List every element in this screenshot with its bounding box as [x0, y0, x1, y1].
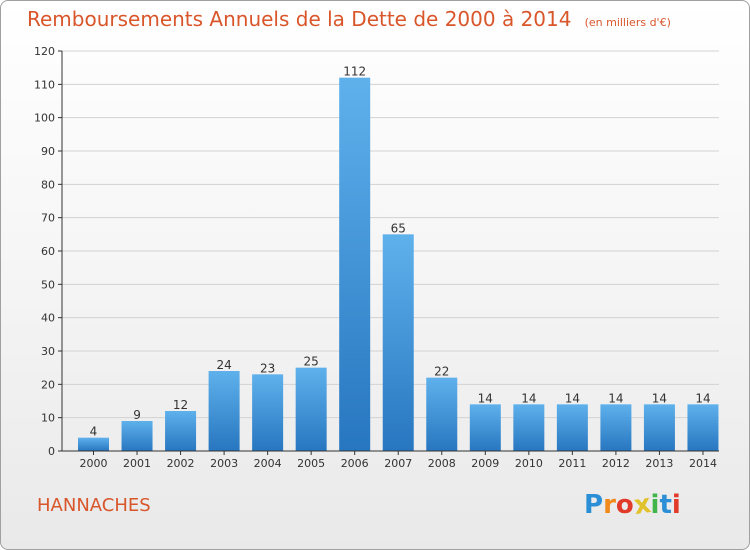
- y-tick-label: 90: [41, 145, 55, 158]
- x-tick-label: 2009: [471, 457, 499, 470]
- data-label: 23: [260, 361, 275, 375]
- bar-2002: [165, 411, 197, 451]
- logo-letter: x: [631, 488, 653, 522]
- data-label: 25: [304, 355, 319, 369]
- axis-layer: 0 10 20 30 40 50 60 70 80 90 100 110 120 2000 2001 2002…: [34, 45, 719, 470]
- x-tick-label: 2003: [210, 457, 238, 470]
- y-tick-label: 60: [41, 245, 55, 258]
- y-tick-label: 70: [41, 212, 55, 225]
- y-tick-label: 110: [34, 78, 55, 91]
- x-tick-label: 2005: [297, 457, 325, 470]
- bar-2000: [78, 437, 109, 451]
- bar-2008: [426, 377, 458, 451]
- x-tick-label: 2000: [80, 457, 108, 470]
- bar-2011: [556, 404, 588, 451]
- y-tick-label: 40: [41, 312, 55, 325]
- title-row: Remboursements Annuels de la Dette de 20…: [27, 7, 671, 31]
- x-tick-label: 2004: [254, 457, 282, 470]
- logo-letter: i: [671, 490, 681, 520]
- bar-2001: [121, 421, 153, 451]
- bar-2005: [295, 367, 327, 451]
- logo-letter: t: [659, 490, 672, 520]
- data-label: 65: [391, 221, 406, 235]
- data-label: 14: [521, 391, 536, 405]
- bar-2012: [600, 404, 632, 451]
- data-label: 4: [90, 425, 98, 439]
- bar-2014: [687, 404, 719, 451]
- x-tick-label: 2010: [515, 457, 543, 470]
- data-label: 22: [434, 365, 449, 379]
- x-tick-label: 2014: [689, 457, 717, 470]
- y-tick-label: 100: [34, 112, 55, 125]
- bar-2010: [513, 404, 545, 451]
- bar-2003: [208, 371, 240, 451]
- x-tick-label: 2011: [558, 457, 586, 470]
- data-label: 112: [343, 65, 366, 79]
- logo-letter: i: [650, 490, 660, 520]
- chart-title: Remboursements Annuels de la Dette de 20…: [27, 7, 572, 31]
- data-label: 24: [216, 358, 231, 372]
- bar-2004: [252, 374, 284, 451]
- logo-letter: o: [615, 490, 634, 520]
- x-tick-label: 2008: [428, 457, 456, 470]
- data-label: 14: [608, 391, 623, 405]
- x-tick-label: 2007: [384, 457, 412, 470]
- data-label: 12: [173, 398, 188, 412]
- bar-2013: [643, 404, 675, 451]
- logo-letter: P: [584, 490, 604, 520]
- y-tick-label: 80: [41, 178, 55, 191]
- y-tick-label: 50: [41, 278, 55, 291]
- y-tick-label: 0: [48, 445, 55, 458]
- data-label: 14: [695, 391, 710, 405]
- x-tick-label: 2002: [167, 457, 195, 470]
- place-name: HANNACHES: [37, 495, 151, 516]
- data-label: 14: [565, 391, 580, 405]
- bar-2006: [339, 77, 371, 452]
- chart-subtitle: (en milliers d'€): [584, 16, 671, 29]
- x-tick-label: 2012: [602, 457, 630, 470]
- data-label: 14: [478, 391, 493, 405]
- bar-2007: [382, 234, 414, 451]
- x-tick-label: 2013: [645, 457, 673, 470]
- data-label: 14: [652, 391, 667, 405]
- x-tick-label: 2001: [123, 457, 151, 470]
- y-tick-label: 120: [34, 45, 55, 58]
- logo-letter: r: [603, 490, 616, 520]
- data-label: 9: [133, 408, 141, 422]
- y-tick-label: 30: [41, 345, 55, 358]
- y-tick-label: 10: [41, 412, 55, 425]
- x-tick-label: 2006: [341, 457, 369, 470]
- bar-2009: [469, 404, 501, 451]
- proxiti-logo[interactable]: Proxiti: [584, 488, 681, 522]
- y-tick-label: 20: [41, 378, 55, 391]
- bar-layer: 4 9 12 24 23 25 112 65 22 14 14 14 14 14 14: [78, 65, 719, 452]
